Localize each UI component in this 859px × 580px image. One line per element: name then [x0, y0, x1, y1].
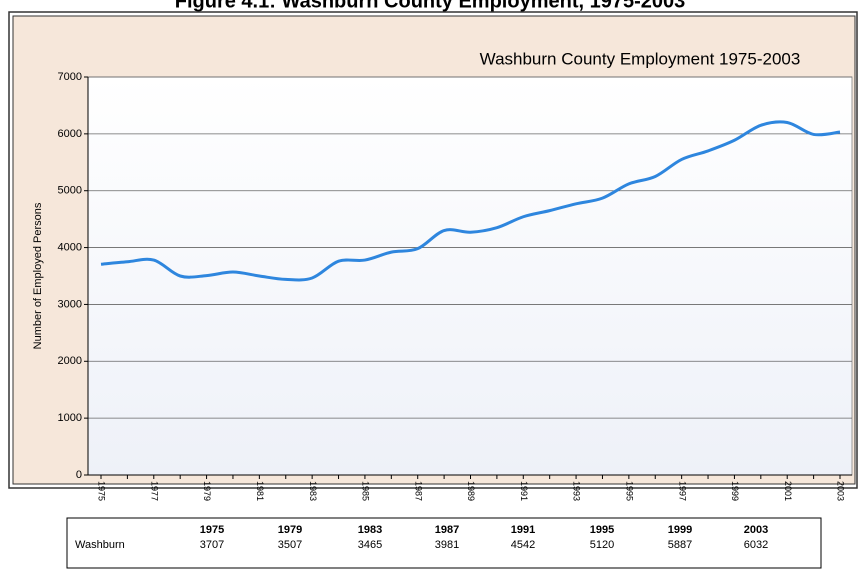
table-row-label: Washburn	[75, 539, 125, 551]
table-header: 1991	[511, 524, 535, 536]
x-tick-label: 1981	[255, 481, 265, 501]
y-tick-label: 1000	[58, 412, 82, 424]
data-table	[66, 517, 822, 569]
table-header: 1999	[668, 524, 692, 536]
x-tick-label: 1977	[149, 481, 159, 501]
y-tick-label: 3000	[58, 298, 82, 310]
y-tick-label: 7000	[58, 71, 82, 83]
y-tick-label: 5000	[58, 185, 82, 197]
x-tick-label: 1983	[308, 481, 318, 501]
y-tick-label: 6000	[58, 128, 82, 140]
x-tick-label: 1975	[97, 481, 107, 501]
x-tick-label: 2001	[783, 481, 793, 501]
x-tick-label: 1989	[466, 481, 476, 501]
table-header: 1975	[200, 524, 224, 536]
y-tick-label: 0	[76, 469, 82, 481]
x-tick-label: 1979	[202, 481, 212, 501]
table-cell: 5120	[590, 539, 614, 551]
table-cell: 4542	[511, 539, 535, 551]
series-line	[100, 120, 841, 282]
table-header: 1983	[358, 524, 382, 536]
x-tick-label: 1991	[519, 481, 529, 501]
x-tick-label: 1999	[730, 481, 740, 501]
x-tick-label: 2003	[836, 481, 846, 501]
table-header: 1995	[590, 524, 614, 536]
y-tick-label: 2000	[58, 355, 82, 367]
x-tick-label: 1997	[677, 481, 687, 501]
table-cell: 3981	[435, 539, 459, 551]
table-cell: 3465	[358, 539, 382, 551]
table-cell: 3507	[278, 539, 302, 551]
x-tick-label: 1985	[361, 481, 371, 501]
y-tick-label: 4000	[58, 241, 82, 253]
table-cell: 5887	[668, 539, 692, 551]
x-tick-label: 1995	[624, 481, 634, 501]
y-axis-label: Number of Employed Persons	[32, 202, 44, 349]
table-header: 2003	[744, 524, 768, 536]
table-cell: 6032	[744, 539, 768, 551]
x-tick-label: 1987	[413, 481, 423, 501]
figure-title: Figure 4.1: Washburn County Employment, …	[175, 0, 686, 12]
table-header: 1987	[435, 524, 459, 536]
table-header: 1979	[278, 524, 302, 536]
chart-title: Washburn County Employment 1975-2003	[480, 49, 801, 68]
x-tick-label: 1993	[572, 481, 582, 501]
table-cell: 3707	[200, 539, 224, 551]
